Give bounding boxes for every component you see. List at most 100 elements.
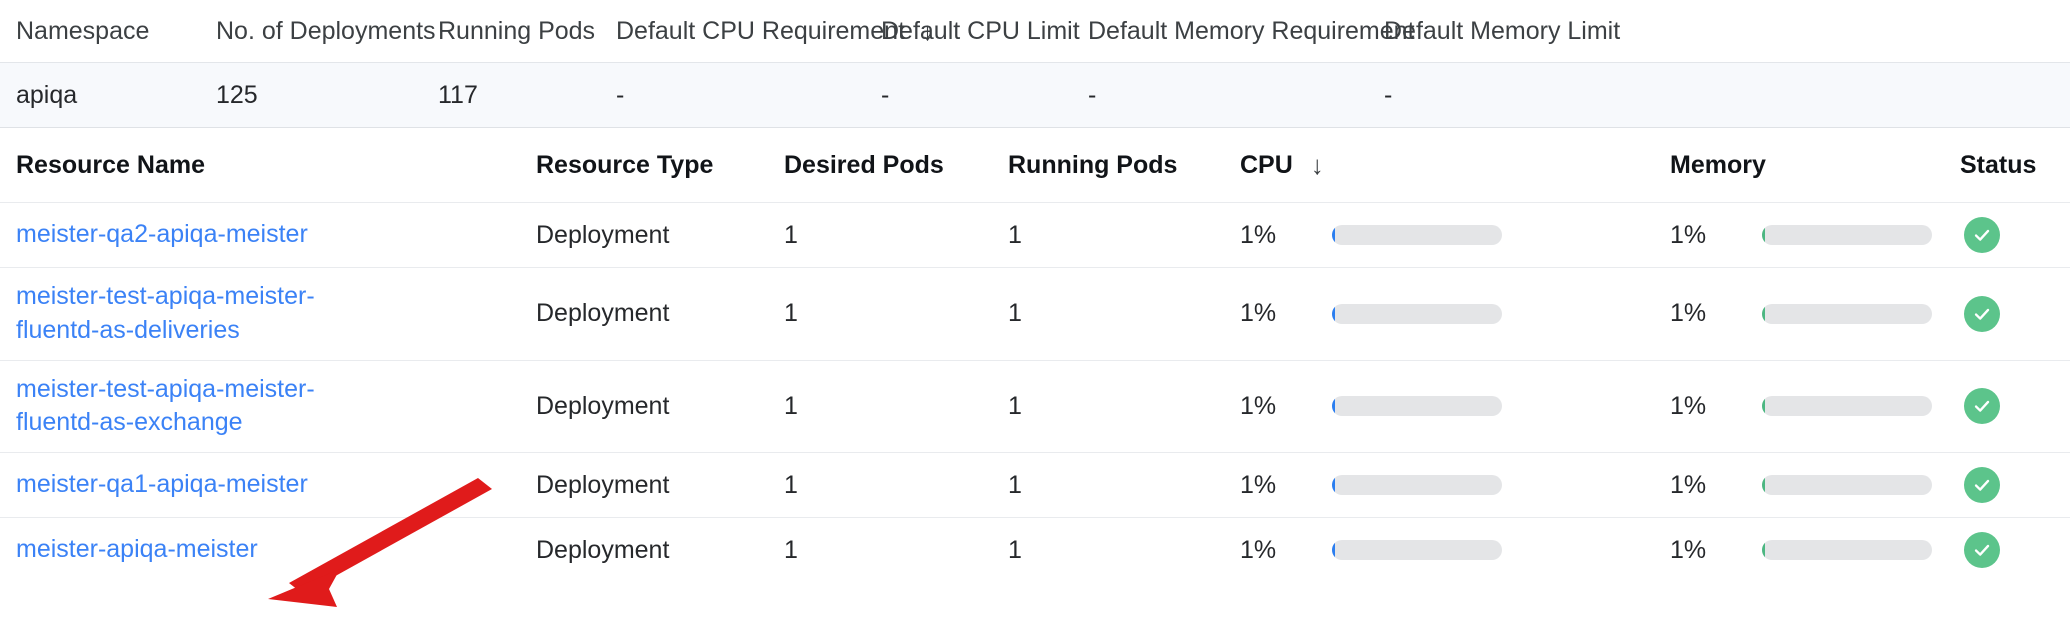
table-row[interactable]: meister-test-apiqa-meister-fluentd-as-ex… [0, 360, 2070, 453]
cell-memory: 1% [1670, 268, 1960, 361]
resource-name-link[interactable]: meister-apiqa-meister [16, 535, 258, 564]
cell-default-cpu-limit: - [881, 80, 890, 109]
column-header-running-pods[interactable]: Running Pods [1008, 128, 1240, 203]
column-header-default-memory-requirement[interactable]: Default Memory Requirement [1088, 0, 1415, 63]
check-circle-icon [1964, 217, 2000, 253]
column-header-namespace[interactable]: Namespace [0, 0, 216, 63]
resource-name-link[interactable]: meister-test-apiqa-meister-fluentd-as-de… [16, 282, 315, 344]
memory-percent-label: 1% [1670, 470, 1707, 499]
cell-resource-type: Deployment [536, 535, 670, 564]
memory-progress-bar [1762, 540, 1932, 560]
memory-progress-fill [1762, 475, 1765, 495]
resource-name-link[interactable]: meister-test-apiqa-meister-fluentd-as-ex… [16, 374, 315, 437]
table-row[interactable]: meister-apiqa-meister Deployment 1 1 1% 1% [0, 517, 2070, 583]
cell-deployments: 125 [216, 80, 258, 109]
column-header-label: Resource Name [16, 150, 205, 179]
cell-desired-pods: 1 [784, 299, 798, 328]
column-header-default-memory-limit[interactable]: Default Memory Limit [1384, 0, 2070, 63]
check-circle-icon [1964, 467, 2000, 503]
cpu-metric: 1% [1240, 536, 1670, 565]
memory-metric: 1% [1670, 299, 1960, 328]
memory-metric: 1% [1670, 536, 1960, 565]
memory-metric: 1% [1670, 221, 1960, 250]
cell-memory: 1% [1670, 203, 1960, 268]
check-circle-icon [1964, 532, 2000, 568]
column-header-label: Running Pods [1008, 150, 1178, 179]
column-header-default-cpu-requirement[interactable]: Default CPU Requirement ↓ [616, 0, 934, 63]
cell-running-pods: 1 [1008, 470, 1022, 499]
memory-progress-fill [1762, 225, 1765, 245]
cell-memory: 1% [1670, 453, 1960, 518]
namespace-table-header-row: Namespace No. of Deployments Running Pod… [0, 0, 2070, 63]
column-header-label: Default CPU Requirement [616, 16, 906, 45]
column-header-label: Default Memory Limit [1384, 16, 1621, 45]
status-badge [1960, 295, 2070, 332]
status-badge [1960, 467, 2070, 503]
check-circle-icon [1964, 388, 2000, 425]
column-header-desired-pods[interactable]: Desired Pods [784, 128, 1008, 203]
cell-desired-pods: 1 [784, 535, 798, 564]
cell-resource-type: Deployment [536, 470, 670, 499]
cell-status [1960, 203, 2070, 268]
memory-percent-label: 1% [1670, 299, 1707, 328]
cpu-progress-fill [1332, 475, 1335, 495]
memory-percent-label: 1% [1670, 391, 1707, 420]
cell-resource-name: meister-qa2-apiqa-meister [0, 203, 536, 268]
cell-cpu: 1% [1240, 360, 1670, 453]
column-header-label: Default CPU Limit [881, 16, 1080, 45]
sort-descending-arrow-icon[interactable]: ↓ [1310, 150, 1324, 180]
cell-running-pods: 1 [1008, 299, 1022, 328]
cell-cpu: 1% [1240, 518, 1670, 583]
table-row[interactable]: meister-qa2-apiqa-meister Deployment 1 1 1% 1… [0, 202, 2070, 268]
resource-table: Resource Name Resource Type Desired Pods… [0, 128, 2070, 582]
status-badge [1960, 217, 2070, 253]
sort-descending-arrow-icon[interactable]: ↓ [921, 16, 935, 46]
cell-resource-type: Deployment [536, 391, 670, 420]
cpu-percent-label: 1% [1240, 535, 1277, 564]
memory-progress-bar [1762, 225, 1932, 245]
memory-metric: 1% [1670, 471, 1960, 500]
memory-progress-bar [1762, 396, 1932, 417]
column-header-label: No. of Deployments [216, 16, 436, 45]
column-header-label: Running Pods [438, 16, 596, 45]
column-header-label: Memory [1670, 150, 1766, 179]
column-header-running-pods[interactable]: Running Pods [438, 0, 616, 63]
cpu-percent-label: 1% [1240, 220, 1277, 249]
column-header-label: CPU [1240, 150, 1293, 179]
column-header-resource-type[interactable]: Resource Type [536, 128, 784, 203]
cell-default-memory-limit: - [1384, 80, 1393, 109]
resource-name-link[interactable]: meister-qa2-apiqa-meister [16, 220, 308, 249]
memory-progress-fill [1762, 303, 1765, 324]
column-header-label: Resource Type [536, 150, 714, 179]
table-row[interactable]: meister-test-apiqa-meister-fluentd-as-de… [0, 267, 2070, 361]
column-header-status[interactable]: Status [1960, 128, 2070, 203]
memory-percent-label: 1% [1670, 535, 1707, 564]
cpu-progress-fill [1332, 225, 1335, 245]
table-row[interactable]: meister-qa1-apiqa-meister Deployment 1 1 1% 1… [0, 452, 2070, 518]
column-header-label: Status [1960, 150, 2037, 179]
cell-memory: 1% [1670, 360, 1960, 453]
namespace-row[interactable]: apiqa 125 117 - - - - [0, 62, 2070, 128]
column-header-memory[interactable]: Memory [1670, 128, 1960, 203]
cpu-metric: 1% [1240, 392, 1670, 421]
cell-running-pods: 1 [1008, 391, 1022, 420]
cpu-percent-label: 1% [1240, 299, 1277, 328]
cell-resource-type: Deployment [536, 299, 670, 328]
column-header-resource-name[interactable]: Resource Name [0, 128, 536, 203]
memory-progress-bar [1762, 303, 1932, 324]
cell-desired-pods: 1 [784, 220, 798, 249]
cpu-progress-fill [1332, 540, 1335, 560]
memory-percent-label: 1% [1670, 220, 1707, 249]
cell-running-pods: 117 [438, 80, 478, 109]
column-header-no-of-deployments[interactable]: No. of Deployments [216, 0, 438, 63]
column-header-default-cpu-limit[interactable]: Default CPU Limit [881, 0, 1088, 63]
cell-desired-pods: 1 [784, 391, 798, 420]
cell-cpu: 1% [1240, 453, 1670, 518]
column-header-label: Namespace [16, 16, 150, 45]
column-header-cpu[interactable]: CPU ↓ [1240, 128, 1670, 203]
cpu-progress-bar [1332, 475, 1502, 495]
cell-memory: 1% [1670, 518, 1960, 583]
cpu-percent-label: 1% [1240, 391, 1277, 420]
cpu-progress-fill [1332, 303, 1335, 324]
resource-name-link[interactable]: meister-qa1-apiqa-meister [16, 470, 308, 499]
